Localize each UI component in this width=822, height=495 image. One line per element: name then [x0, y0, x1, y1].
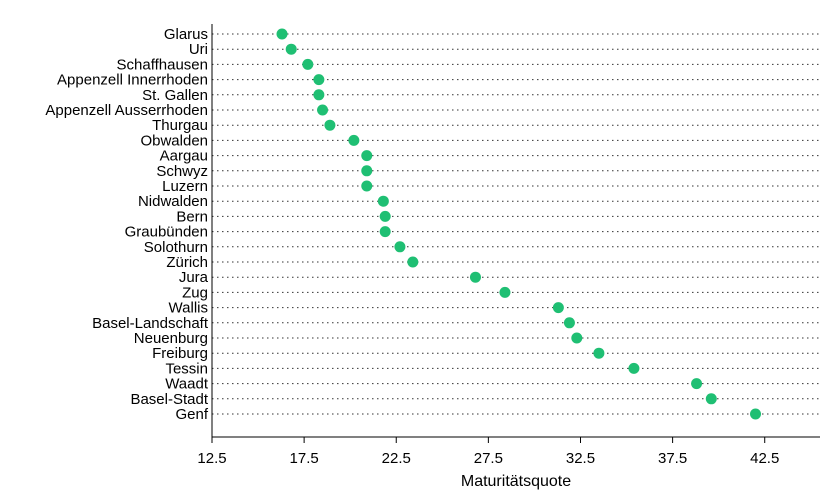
category-label: Luzern: [162, 178, 208, 195]
x-tick-label: 12.5: [197, 450, 226, 467]
category-label: Wallis: [169, 300, 208, 317]
data-point: [324, 119, 336, 131]
category-label: Genf: [175, 406, 208, 423]
data-point: [313, 74, 325, 86]
data-point: [705, 393, 717, 405]
x-tick-label: 17.5: [290, 450, 319, 467]
category-label: Solothurn: [144, 239, 208, 256]
data-point: [313, 89, 325, 101]
data-point: [379, 226, 391, 238]
x-tick-label: 42.5: [750, 450, 779, 467]
data-points-group: [276, 28, 762, 420]
category-label: Freiburg: [152, 345, 208, 362]
category-label: Schwyz: [156, 163, 208, 180]
data-point: [394, 241, 406, 253]
data-point: [499, 286, 511, 298]
data-point: [361, 165, 373, 177]
x-axis-title: Maturitätsquote: [461, 473, 571, 490]
data-point: [571, 332, 583, 344]
category-label: Basel-Landschaft: [92, 315, 209, 332]
x-tick-label: 22.5: [382, 450, 411, 467]
category-label: Zug: [182, 284, 208, 301]
data-point: [317, 104, 329, 116]
x-tick-label: 27.5: [474, 450, 503, 467]
guide-lines-group: [212, 33, 820, 415]
data-point: [552, 302, 564, 314]
data-point: [750, 408, 762, 420]
category-label: Appenzell Ausserrhoden: [45, 102, 208, 119]
data-point: [379, 210, 391, 222]
category-label: Bern: [176, 208, 208, 225]
category-label: Basel-Stadt: [130, 391, 208, 408]
data-point: [628, 362, 640, 374]
category-label: Obwalden: [140, 132, 208, 149]
data-point: [361, 180, 373, 192]
data-point: [348, 134, 360, 146]
category-label: Waadt: [165, 376, 209, 393]
data-point: [469, 271, 481, 283]
x-tick-label: 32.5: [566, 450, 595, 467]
category-label: Nidwalden: [138, 193, 208, 210]
data-point: [407, 256, 419, 268]
category-label: Aargau: [160, 148, 208, 165]
data-point: [276, 28, 288, 40]
data-point: [302, 58, 314, 70]
x-tick-label: 37.5: [658, 450, 687, 467]
category-label: Jura: [179, 269, 209, 286]
data-point: [691, 378, 703, 390]
category-label: Appenzell Innerrhoden: [57, 72, 208, 89]
x-ticks-group: 12.5 17.5 22.5 27.5 32.5 37.5 42.5: [197, 437, 779, 467]
data-point: [593, 347, 605, 359]
category-label: Tessin: [165, 360, 208, 377]
category-label: Uri: [189, 41, 208, 58]
category-label: Glarus: [164, 26, 208, 43]
data-point: [563, 317, 575, 329]
category-label: St. Gallen: [142, 87, 208, 104]
category-label: Thurgau: [152, 117, 208, 134]
category-label: Graubünden: [125, 224, 208, 241]
data-point: [285, 43, 297, 55]
data-point: [361, 150, 373, 162]
category-label: Neuenburg: [134, 330, 208, 347]
category-label: Schaffhausen: [117, 56, 208, 73]
category-label: Zürich: [166, 254, 208, 271]
data-point: [377, 195, 389, 207]
